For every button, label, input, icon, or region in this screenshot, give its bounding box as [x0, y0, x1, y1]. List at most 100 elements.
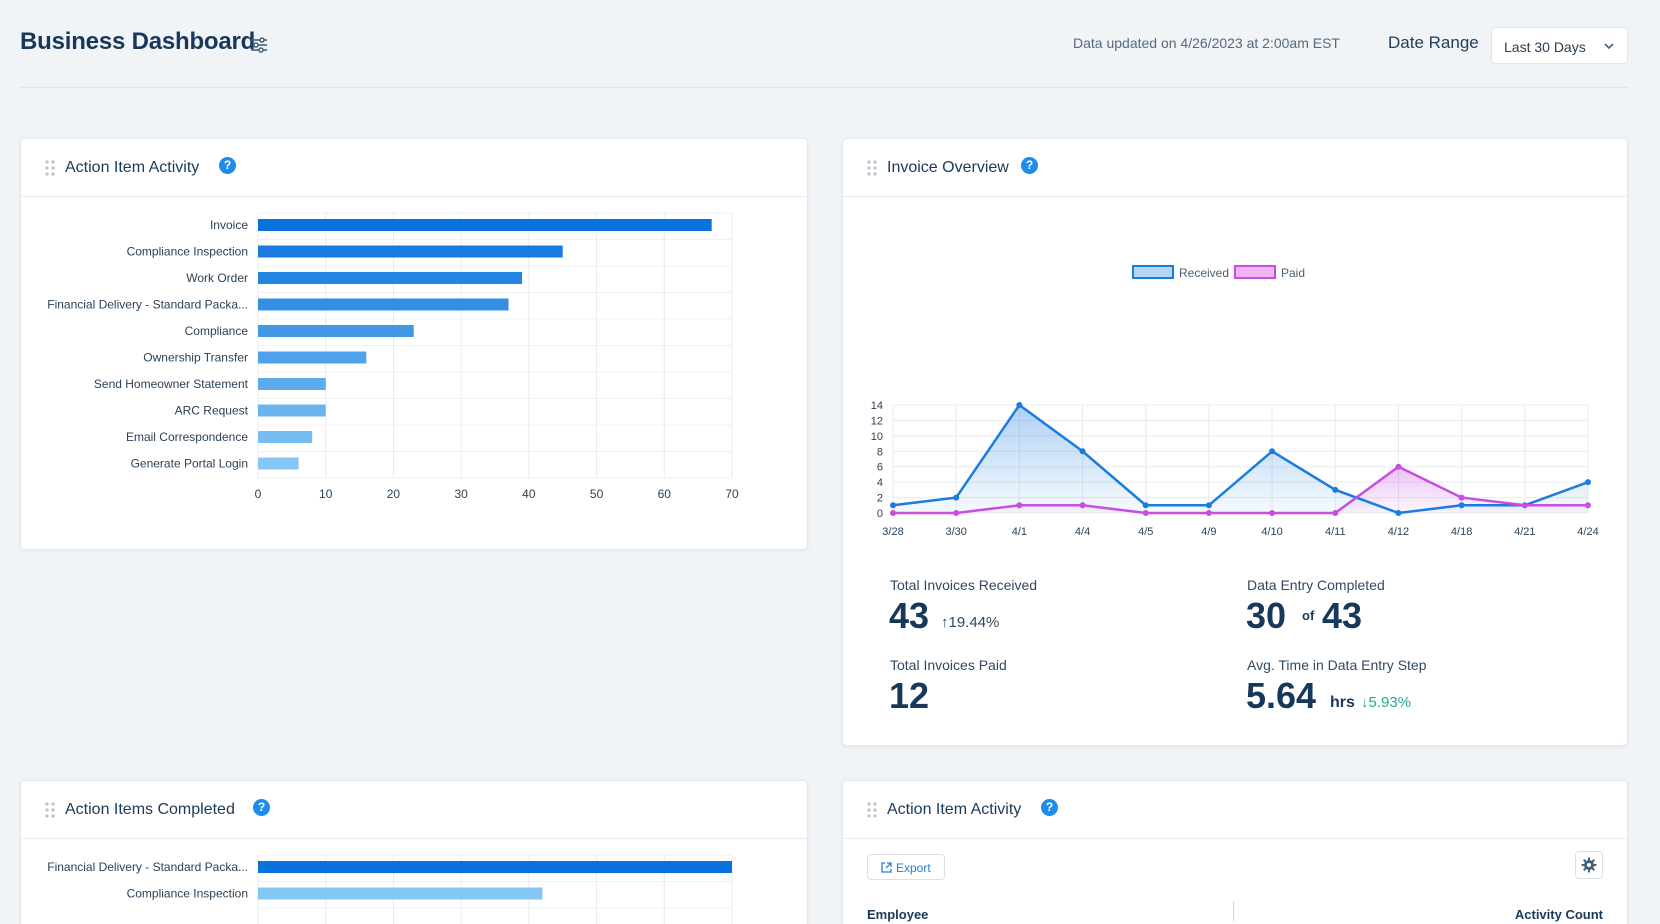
bar — [258, 431, 313, 443]
y-tick-label: 2 — [877, 493, 883, 505]
bar-category-label: Financial Delivery - Standard Packa... — [47, 298, 248, 312]
action-items-completed-bar-chart: Financial Delivery - Standard Packa... Co… — [47, 854, 733, 924]
bar-category-label: Invoice — [210, 218, 248, 232]
legend-label-received: Received — [1179, 266, 1229, 280]
bar-category-label: Financial Delivery - Standard Packa... — [47, 860, 248, 874]
received-point — [1079, 448, 1086, 455]
card-title: Action Items Completed — [65, 801, 235, 818]
drag-handle-icon[interactable] — [866, 801, 878, 819]
y-tick-label: 10 — [871, 431, 883, 443]
received-point — [953, 494, 960, 501]
x-tick-label: 10 — [319, 487, 333, 501]
avg-time-data-entry-value: 5.64 — [1246, 675, 1317, 716]
drag-handle-icon[interactable] — [44, 159, 56, 177]
x-tick-label: 30 — [454, 487, 468, 501]
received-point — [890, 502, 896, 509]
received-line — [892, 403, 1589, 515]
received-point — [1332, 486, 1339, 493]
column-header-activity-count[interactable]: Activity Count — [1514, 907, 1603, 922]
card-title: Action Item Activity — [887, 801, 1022, 818]
invoice-overview-area-chart: 0 2 4 6 8 10 12 14 3/28 3/30 4/1 4/4 4/5 4/9 4/10 4/11 4… — [871, 265, 1599, 538]
paid-point — [1521, 502, 1528, 509]
bar — [258, 887, 543, 900]
bar — [258, 457, 299, 470]
x-tick-label: 4/12 — [1388, 526, 1409, 538]
bar — [258, 404, 326, 417]
help-icon[interactable]: ? — [1021, 157, 1038, 174]
column-header-employee[interactable]: Employee — [867, 907, 929, 922]
bar-category-label: Compliance Inspection — [127, 887, 248, 901]
bar — [258, 272, 523, 284]
x-tick-label: 60 — [658, 487, 672, 501]
export-button[interactable]: Export — [867, 854, 945, 880]
filter-sliders-icon[interactable] — [250, 36, 268, 54]
paid-point — [953, 510, 960, 516]
help-icon[interactable]: ? — [219, 157, 236, 174]
data-entry-total: 43 — [1322, 595, 1363, 636]
received-point — [1016, 402, 1023, 408]
gear-icon — [1581, 857, 1597, 873]
card-header: Action Items Completed ? — [21, 781, 807, 839]
x-tick-label: 4/4 — [1075, 526, 1090, 538]
help-icon[interactable]: ? — [1041, 799, 1058, 816]
received-point — [1269, 448, 1276, 455]
legend-swatch-received — [1132, 265, 1174, 279]
date-range-label: Date Range — [1388, 33, 1479, 52]
date-range-value: Last 30 Days — [1504, 39, 1586, 55]
x-tick-label: 0 — [255, 487, 262, 501]
total-invoices-received-label: Total Invoices Received — [890, 577, 1038, 593]
paid-point — [1585, 502, 1591, 509]
data-updated-text: Data updated on 4/26/2023 at 2:00am EST — [1073, 35, 1340, 51]
bar — [258, 245, 563, 258]
received-point — [1142, 502, 1149, 509]
drag-handle-icon[interactable] — [866, 159, 878, 177]
date-range-select[interactable]: Last 30 Days — [1491, 27, 1628, 64]
x-tick-label: 4/18 — [1451, 526, 1472, 538]
x-tick-label: 50 — [590, 487, 604, 501]
legend-label-paid: Paid — [1281, 266, 1305, 280]
bar-category-label: Compliance — [185, 324, 249, 338]
x-tick-label: 3/30 — [945, 526, 966, 538]
drag-handle-icon[interactable] — [44, 801, 56, 819]
bar — [258, 351, 367, 364]
x-tick-label: 40 — [522, 487, 536, 501]
total-invoices-paid-value: 12 — [889, 675, 930, 716]
x-tick-label: 4/10 — [1261, 526, 1282, 538]
received-point — [1395, 510, 1402, 516]
card-header: Invoice Overview ? — [843, 139, 1627, 197]
received-point — [1458, 502, 1465, 509]
x-tick-label: 4/21 — [1514, 526, 1535, 538]
received-point — [1205, 502, 1212, 509]
help-icon[interactable]: ? — [253, 799, 270, 816]
action-item-activity-table-card: Action Item Activity ? Export Employee A… — [842, 780, 1628, 924]
table-settings-button[interactable] — [1575, 851, 1603, 879]
x-tick-label: 70 — [725, 487, 739, 501]
legend-swatch-paid — [1234, 265, 1276, 279]
card-title: Invoice Overview — [887, 159, 1009, 176]
paid-point — [1142, 510, 1149, 516]
y-tick-label: 12 — [871, 415, 883, 427]
card-header: Action Item Activity ? — [21, 139, 807, 197]
x-tick-label: 4/11 — [1325, 526, 1346, 538]
y-tick-label: 0 — [877, 508, 883, 520]
paid-point — [1016, 502, 1023, 509]
paid-area — [893, 466, 1588, 513]
bar — [258, 325, 414, 337]
x-tick-label: 4/24 — [1577, 526, 1598, 538]
x-tick-label: 20 — [387, 487, 401, 501]
paid-line — [893, 465, 1588, 515]
data-entry-of: of — [1302, 608, 1315, 623]
bar-category-label: Compliance Inspection — [127, 245, 248, 259]
chevron-down-icon — [1604, 43, 1614, 50]
data-entry-completed-label: Data Entry Completed — [1247, 577, 1385, 593]
paid-point — [1269, 510, 1276, 516]
avg-time-change: ↓5.93% — [1361, 694, 1412, 711]
invoice-overview-card: Invoice Overview ? 0 2 4 6 8 10 12 14 3/28 3/30 4/… — [842, 138, 1628, 746]
bar-category-label: Work Order — [186, 271, 248, 285]
x-tick-label: 3/28 — [882, 526, 903, 538]
header-divider — [20, 87, 1628, 88]
bar-category-label: Generate Portal Login — [131, 457, 248, 471]
x-tick-label: 4/5 — [1138, 526, 1153, 538]
external-link-icon — [881, 862, 892, 873]
avg-time-data-entry-label: Avg. Time in Data Entry Step — [1247, 657, 1427, 673]
